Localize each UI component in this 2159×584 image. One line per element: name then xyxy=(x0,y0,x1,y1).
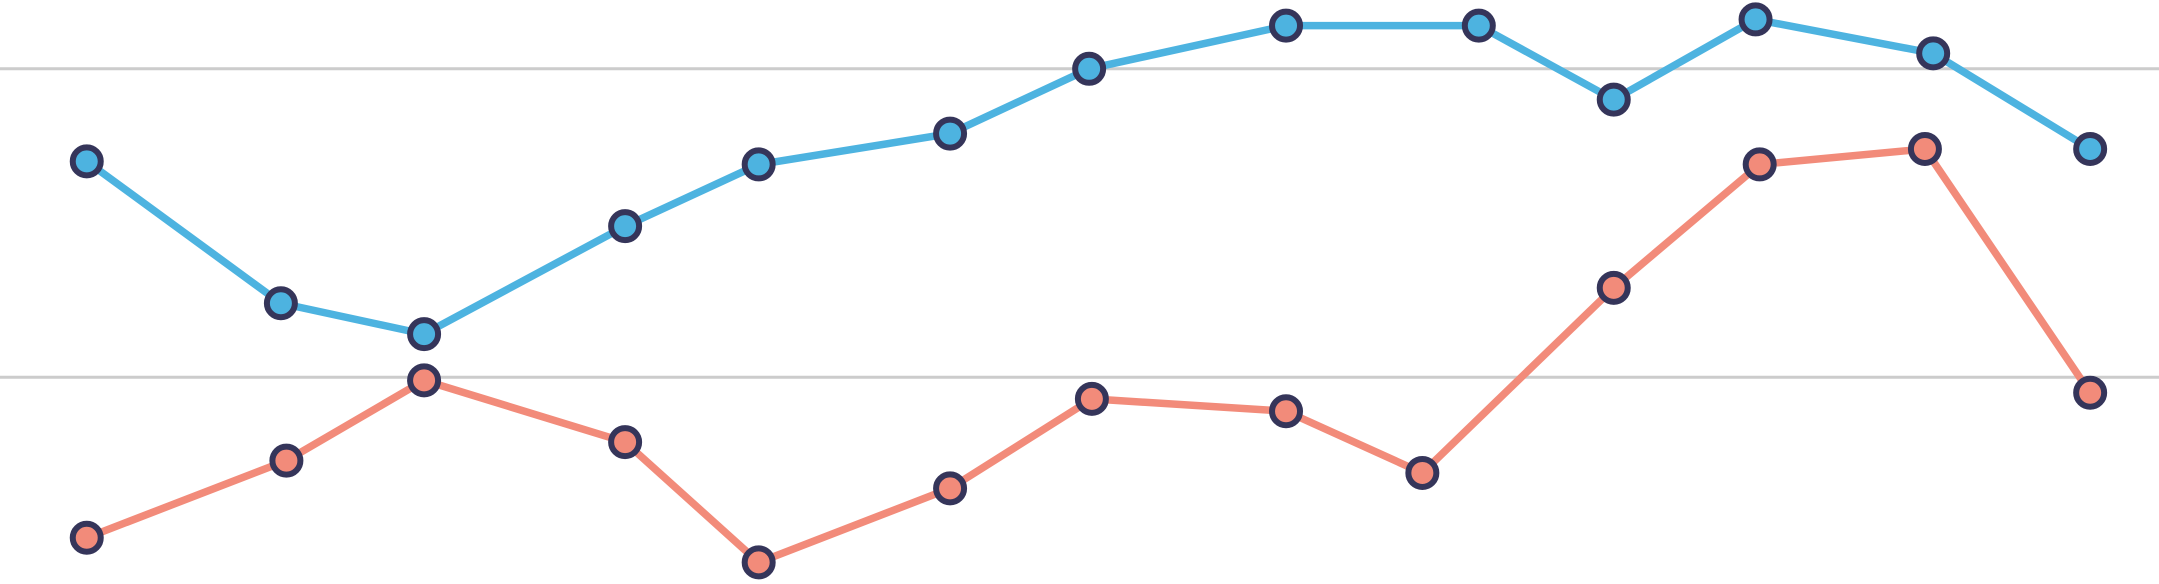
point xyxy=(1907,132,1942,167)
point xyxy=(933,471,968,506)
point xyxy=(741,147,776,182)
point xyxy=(407,317,442,352)
point xyxy=(608,425,643,460)
point xyxy=(933,116,968,151)
point xyxy=(1738,2,1773,37)
point xyxy=(2073,375,2108,410)
point xyxy=(741,545,776,580)
point xyxy=(1742,147,1777,182)
point xyxy=(69,520,104,555)
point xyxy=(1405,455,1440,490)
point xyxy=(269,443,304,478)
point xyxy=(1461,8,1496,43)
point xyxy=(1596,270,1631,305)
point xyxy=(1074,381,1109,416)
point xyxy=(1916,36,1951,71)
point xyxy=(1269,394,1304,429)
point xyxy=(608,209,643,244)
point xyxy=(263,286,298,321)
point xyxy=(1269,8,1304,43)
point xyxy=(2073,132,2108,167)
point xyxy=(69,144,104,179)
point xyxy=(1596,82,1631,117)
point xyxy=(407,363,442,398)
series-line xyxy=(85,145,2094,567)
point xyxy=(1072,51,1107,86)
